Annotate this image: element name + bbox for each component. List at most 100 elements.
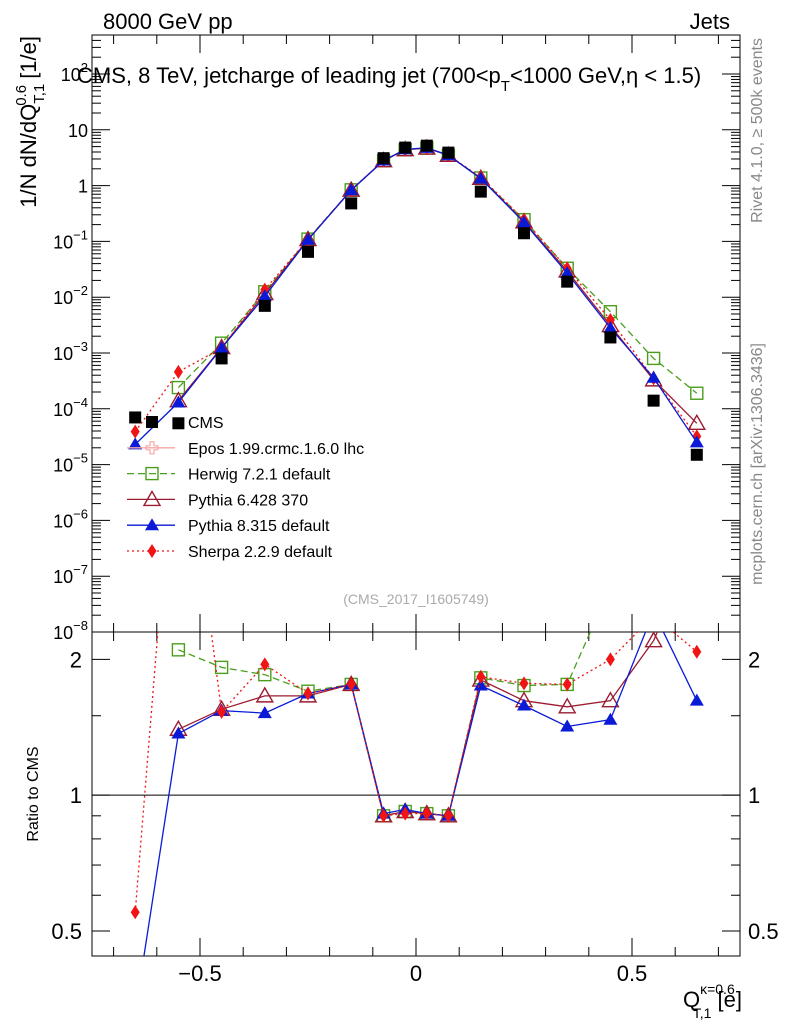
ratio-data-point [692,644,702,659]
main-y-tick-exponent: −5 [73,451,88,466]
main-data-point [215,352,228,365]
main-y-label-part-a: 1/N dN/dQ [16,104,41,208]
main-y-tick-base: 1 [78,177,88,197]
ratio-data-point [691,291,703,303]
main-y-tick-label: 10−6 [53,506,88,531]
ratio-data-point [346,677,356,692]
x-tick-label: 0 [410,961,422,986]
main-y-tick-label: 1 [78,177,88,197]
legend-entry: Pythia 6.428 370 [127,489,308,509]
ratio-data-point [689,693,704,706]
main-y-tick-base: 10 [53,288,73,308]
ratio-data-point [257,706,272,719]
ratio-y-axis: 0.5 0.5 1 1 2 2 [51,647,778,944]
legend-label: Pythia 8.315 default [188,518,330,535]
x-label-sup: κ=0.6 [700,981,735,997]
x-label-part-b: [e] [711,987,742,1012]
main-data-point [690,386,704,400]
legend-label: Herwig 7.2.1 default [188,467,331,484]
main-y-tick-exponent: −8 [73,618,88,633]
watermark-label: (CMS_2017_I1605749) [343,591,489,607]
ratio-data-point [562,677,572,692]
main-data-point [257,289,272,302]
ratio-data-point [128,1005,142,1017]
legend: CMS Epos 1.99.crmc.1.6.0 lhc Herwig 7.2.1 … [127,415,364,561]
ratio-x-axis: −0.5 0 0.5 [113,632,719,986]
ratio-data-point [560,719,575,732]
ratio-data-point [605,652,615,667]
main-y-tick-exponent: −6 [73,506,88,521]
main-y-tick-label: 10−3 [53,339,88,364]
main-x-ticks [113,35,719,632]
main-series-line [134,147,698,445]
main-y-tick-label: 10−5 [53,451,88,476]
main-data-point [172,417,185,430]
legend-marker [142,489,162,507]
main-data-point [301,232,315,245]
main-y-tick-base: 10 [53,344,73,364]
ratio-data-point [400,806,410,821]
main-y-tick-label: 10−8 [53,618,88,643]
x-label-sub: T,1 [693,1005,712,1021]
ratio-data-point [648,448,660,460]
legend-marker [146,416,158,428]
ratio-series-line [134,632,698,913]
ratio-data-point [644,632,663,648]
main-data-point [604,331,617,344]
main-data-point [646,351,661,366]
main-y-label-part-b: [1/e] [16,36,41,85]
x-axis-label: Qκ=0.6 T,1 [e] [683,981,742,1021]
main-data-point [377,152,390,165]
chart-title-part-b: <1000 GeV,η < 1.5) [510,63,701,88]
ratio-data-point [649,609,658,623]
main-y-tick-exponent: −1 [73,227,88,242]
main-y-tick-label: 10−2 [53,283,88,308]
ratio-data-point [647,605,661,617]
rivet-version-label: Rivet 4.1.0, ≥ 500k events [749,38,766,223]
main-data-point [690,448,703,461]
main-data-point [130,424,140,439]
legend-marker [145,518,159,531]
ratio-series-line [178,632,658,817]
mcplots-label: mcplots.cern.ch [arXiv:1306.3436] [749,343,766,585]
legend-marker [145,466,159,481]
ratio-y-tick-label: 1 [70,783,82,808]
ratio-series-line [178,632,592,817]
ratio-series-group [128,291,704,1017]
ratio-data-point [476,669,486,684]
main-y-tick-base: 10 [53,511,73,531]
ratio-data-point [519,676,529,691]
legend-entry: Sherpa 2.2.9 default [127,544,333,561]
main-data-point [302,245,314,258]
main-data-point [560,266,575,279]
ratio-data-point [379,808,389,823]
main-data-point [442,146,455,159]
header-right-label: Jets [690,9,730,34]
ratio-data-point [255,686,275,703]
main-y-label-sub: T,1 [31,84,48,104]
x-tick-label: 0.5 [617,961,648,986]
main-data-point [603,321,618,334]
ratio-y-axis-label: Ratio to CMS [25,746,42,841]
main-y-tick-base: 10 [61,65,81,85]
main-data-point [646,370,661,383]
main-y-tick-label: 102 [61,60,88,85]
main-data-point [344,183,359,196]
legend-entry: Pythia 8.315 default [127,518,330,535]
header-left-label: 8000 GeV pp [103,9,233,34]
main-y-tick-exponent: −2 [73,283,88,298]
ratio-data-point [260,657,270,672]
main-y-tick-base: 10 [53,567,73,587]
main-data-point [258,299,271,312]
main-plot-frame [91,34,741,633]
legend-label: CMS [188,415,224,432]
main-data-point [420,139,433,152]
main-y-tick-base: 10 [68,121,88,141]
ratio-y-tick-label-right: 1 [748,783,760,808]
main-series-line [177,147,698,394]
ratio-series-line [143,632,698,956]
main-series-group [128,138,707,461]
